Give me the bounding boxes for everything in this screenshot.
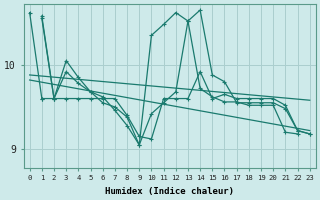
X-axis label: Humidex (Indice chaleur): Humidex (Indice chaleur) (105, 187, 234, 196)
